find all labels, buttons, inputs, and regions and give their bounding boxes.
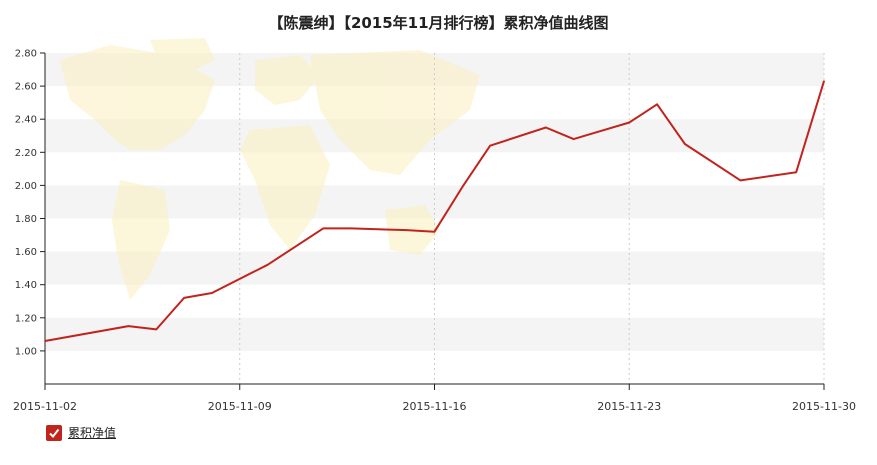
y-tick-label: 2.80 (15, 49, 37, 60)
data-point (266, 264, 269, 266)
legend-checkbox[interactable] (46, 424, 62, 441)
x-tick-label: 2015-11-02 (13, 400, 77, 413)
data-point (572, 138, 575, 140)
grid-lines (239, 53, 825, 384)
check-icon (49, 428, 60, 438)
y-tick-label: 1.60 (15, 247, 37, 258)
data-point (489, 144, 491, 147)
map-greenland (150, 38, 215, 75)
legend-item-cumulative-nav[interactable]: 累积净值 (46, 424, 116, 441)
series-line (44, 80, 825, 342)
y-axis: 2.80 2.60 2.40 2.20 2.00 1.80 1.60 1.40 1.20 1.00 (15, 49, 46, 384)
x-tick-label: 2015-11-09 (208, 400, 272, 413)
data-point (544, 126, 547, 129)
data-point (127, 325, 130, 327)
y-tick-label: 2.00 (15, 181, 37, 192)
data-point (183, 297, 185, 299)
y-tick-label: 1.80 (15, 214, 37, 225)
map-africa (240, 125, 330, 250)
x-tick-label: 2015-11-16 (403, 400, 467, 413)
data-point (739, 179, 742, 182)
data-point (350, 227, 352, 230)
world-map-watermark (60, 38, 480, 300)
x-tick-label: 2015-11-30 (792, 400, 856, 413)
y-tick-label: 2.40 (15, 115, 37, 126)
data-point (795, 171, 797, 173)
data-point (44, 340, 46, 342)
data-point (656, 103, 658, 106)
series-line-cumulative-nav (44, 80, 825, 342)
chart-title: 【陈震绅】【2015年11月排行榜】累积净值曲线图 (268, 14, 609, 32)
map-south-america (112, 180, 170, 300)
data-point (433, 230, 436, 233)
data-point (628, 121, 631, 124)
map-asia (310, 50, 480, 175)
grid-band (45, 185, 824, 219)
data-point (322, 227, 325, 230)
legend-label: 累积净值 (68, 426, 117, 440)
data-point (155, 328, 158, 331)
y-tick-label: 1.20 (15, 313, 37, 324)
x-tick-label: 2015-11-23 (597, 400, 661, 413)
y-tick-label: 1.40 (15, 280, 37, 291)
data-point (823, 80, 825, 82)
y-tick-label: 2.60 (15, 82, 37, 93)
data-point (211, 292, 213, 294)
map-europe (255, 55, 320, 105)
data-point (461, 186, 464, 188)
y-tick-label: 1.00 (15, 346, 37, 357)
data-point (405, 229, 408, 231)
y-tick-label: 2.20 (15, 148, 37, 159)
data-point (684, 143, 686, 145)
x-axis: 2015-11-02 2015-11-09 2015-11-16 2015-11-23… (13, 383, 856, 413)
